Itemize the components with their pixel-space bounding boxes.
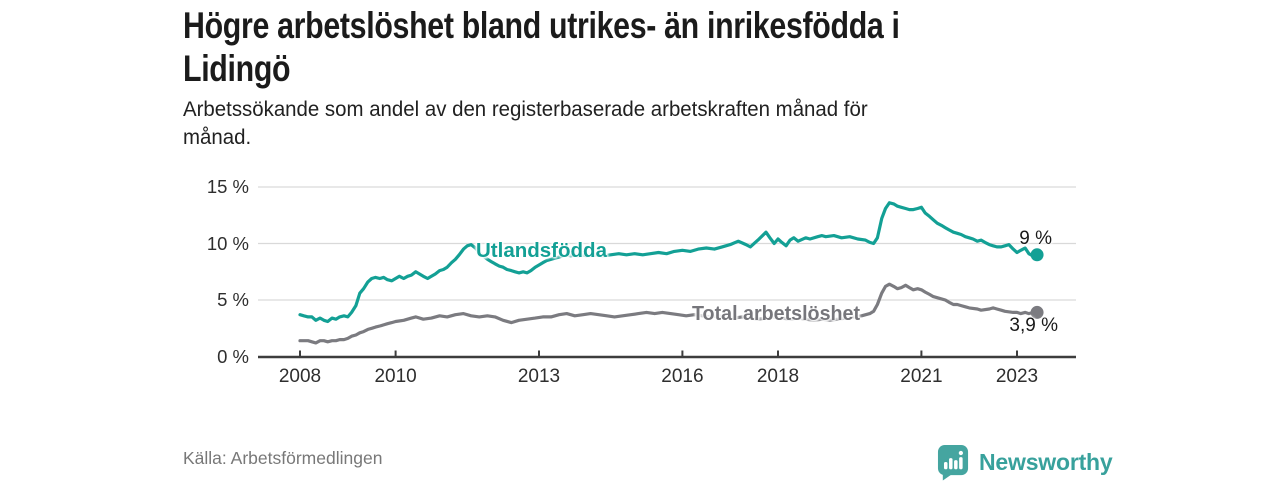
series-line (298, 282, 1039, 345)
series-line (298, 201, 1039, 324)
title-line-2: Lidingö (183, 48, 291, 89)
page-title: Högre arbetslöshet bland utrikes- än inr… (183, 4, 1057, 90)
series-label-utlandsfodda: Utlandsfödda (476, 239, 607, 262)
x-axis-label: 2023 (995, 366, 1039, 387)
y-axis-label: 10 % (206, 232, 249, 254)
y-axis-label: 0 % (217, 345, 249, 367)
y-axis-label: 15 % (206, 176, 249, 197)
newsworthy-wordmark: Newsworthy (979, 448, 1113, 475)
subtitle-line-1: Arbetssökande som andel av den registerb… (183, 97, 868, 121)
end-value-label-utlandsfodda: 9 % (1019, 228, 1052, 249)
x-axis-label: 2018 (756, 366, 800, 387)
end-value-label-total: 3,9 % (1009, 315, 1058, 336)
x-axis-label: 2013 (517, 366, 561, 387)
y-axis-label: 5 % (217, 289, 249, 310)
subtitle: Arbetssökande som andel av den registerb… (183, 95, 904, 151)
newsworthy-bubble-chart-icon (937, 444, 969, 480)
series-label-total-arbetsloshet: Total arbetslöshet (692, 302, 861, 325)
x-axis-label: 2016 (661, 366, 704, 387)
x-axis-label: 2010 (374, 366, 417, 387)
x-axis-label: 2021 (900, 366, 943, 387)
source-note: Källa: Arbetsförmedlingen (183, 448, 383, 468)
series-end-dot (1030, 248, 1044, 262)
title-line-1: Högre arbetslöshet bland utrikes- än inr… (183, 5, 900, 46)
x-axis-label: 2008 (278, 366, 322, 387)
series-end-dot (1030, 305, 1044, 319)
subtitle-line-2: månad. (183, 125, 252, 149)
newsworthy-logo: Newsworthy (937, 444, 1113, 480)
